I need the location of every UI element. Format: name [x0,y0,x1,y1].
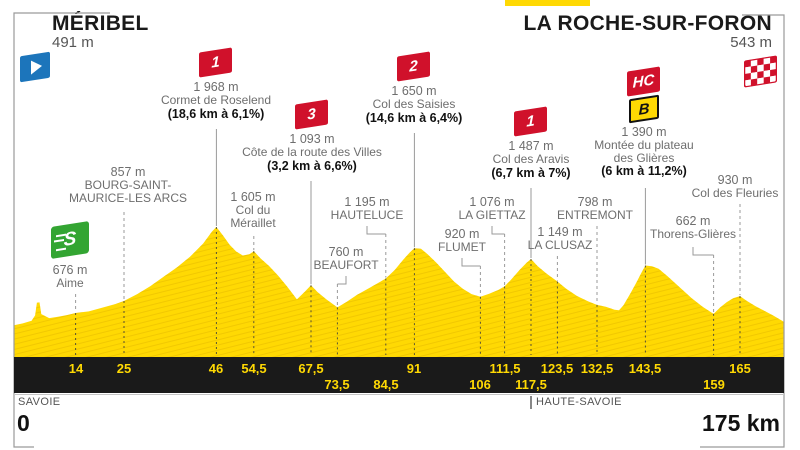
category-2-flag-icon: 2 [397,51,430,82]
finish-checkered-flag-icon [743,55,778,92]
label-elbow-connector [337,276,347,285]
finish-town-block: LA ROCHE-SUR-FORON 543 m [524,12,772,51]
checker-cell [757,57,764,66]
checker-cell [744,66,751,75]
finish-town-elevation: 543 m [730,34,772,51]
axis-km-tick: 67,5 [298,361,324,376]
axis-km-tick: 54,5 [241,361,267,376]
category-3-flag-icon: 3 [295,99,328,130]
axis-km-tick: 46 [208,361,224,376]
checker-cell [744,79,751,88]
checker-cell [750,65,758,74]
axis-km-tick: 123,5 [540,361,574,376]
distance-axis-bar [14,357,784,393]
axis-km-tick: 132,5 [580,361,614,376]
axis-km-tick: 159 [703,377,725,392]
sprint-s-flag-icon: S [51,220,89,260]
checker-cell [757,77,764,86]
label-elbow-connector [692,247,714,256]
checker-cell [757,64,764,73]
distance-end: 175 km [701,410,780,436]
label-elbow-connector [461,258,481,267]
label-elbow-connector [491,226,505,235]
checker-cell [744,60,751,68]
region-label-left: SAVOIE [18,396,61,408]
bonus-b-flag-icon: B [629,94,659,124]
checker-cell [770,68,777,77]
checker-cell [770,62,777,70]
category-1-flag-icon: 1 [199,47,232,78]
checker-cell [750,78,758,87]
checker-cell [744,73,751,81]
axis-km-tick: 84,5 [373,377,399,392]
axis-km-tick: 143,5 [628,361,662,376]
start-town-block: MÉRIBEL 491 m [52,12,149,51]
checker-cell [763,63,771,71]
checker-cell [750,72,758,80]
checker-cell [763,56,771,65]
axis-km-tick: 165 [729,361,751,376]
distance-start: 0 [17,410,30,436]
category-hc-flag-icon: HC [627,66,660,97]
axis-km-tick: 106 [469,377,491,392]
sprint-speed-lines [56,233,66,252]
start-town-name: MÉRIBEL [52,12,149,35]
elevation-profile-hatch [14,227,784,358]
checkered-flag-svg [743,55,778,88]
top-yellow-strip [505,0,590,6]
checker-cell [763,76,771,84]
checker-cell [770,55,777,64]
axis-km-tick: 73,5 [324,377,350,392]
axis-km-tick: 117,5 [515,377,547,392]
category-1-flag-icon: 1 [514,106,547,137]
finish-town-name: LA ROCHE-SUR-FORON [523,12,772,35]
axis-km-tick: 91 [406,361,422,376]
checker-cell [763,69,771,78]
frame-bracket [13,12,110,448]
axis-km-tick: 25 [116,361,132,376]
checker-cell [757,70,764,79]
start-town-elevation: 491 m [52,34,94,51]
region-label-right: HAUTE-SAVOIE [536,396,622,408]
frame-bracket [700,14,785,448]
checker-cell [770,75,777,83]
axis-km-tick: 111,5 [489,361,521,376]
axis-km-tick: 14 [68,361,84,376]
label-elbow-connector [366,226,386,235]
checker-cell [750,59,758,67]
